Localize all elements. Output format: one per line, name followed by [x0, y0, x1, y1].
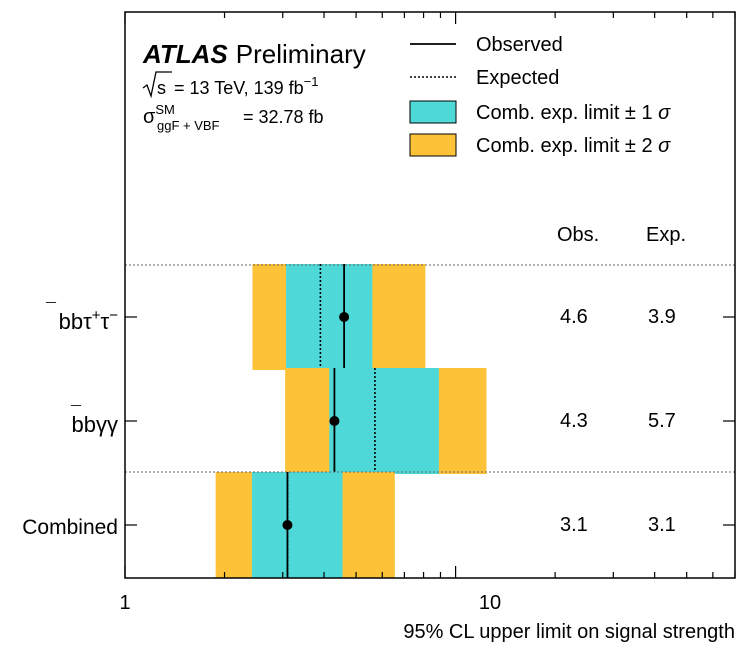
svg-text:s: s — [157, 78, 166, 98]
atlas-label: ATLAS Preliminary — [142, 39, 366, 69]
exp-value-bbgammagamma: 5.7 — [648, 410, 676, 432]
legend-band2-label: Comb. exp. limit ± 2 σ — [476, 135, 671, 157]
energy-lumi-label: s = 13 TeV, 139 fb−1 — [142, 71, 318, 99]
header-exp: Exp. — [646, 224, 686, 246]
exp-value-bbtautau: 3.9 — [648, 306, 676, 328]
plot-marks — [215, 264, 487, 578]
row-2-observed-point — [282, 520, 293, 530]
row-0-observed-point — [339, 312, 350, 322]
sigma-sm-subscript: ggF + VBF — [157, 118, 220, 133]
row-label-combined: Combined — [22, 516, 118, 539]
legend-band1-label: Comb. exp. limit ± 1 σ — [476, 102, 671, 124]
x-tick-label-1: 1 — [119, 592, 130, 614]
obs-value-bbgammagamma: 4.3 — [560, 410, 588, 432]
legend: Observed Expected Comb. exp. limit ± 1 σ… — [409, 34, 671, 157]
x-tick-label-10: 10 — [479, 592, 501, 614]
row-0-band-1sigma — [286, 264, 373, 370]
legend-expected-label: Expected — [476, 67, 559, 89]
legend-band2-swatch — [409, 133, 457, 157]
x-axis-label: 95% CL upper limit on signal strength — [403, 621, 735, 643]
legend-band1-swatch — [409, 100, 457, 124]
obs-value-bbtautau: 4.6 — [560, 306, 588, 328]
row-2-band-1sigma — [251, 472, 343, 578]
row-label-bbtautau: bbτ+τ− — [59, 307, 119, 334]
legend-observed-label: Observed — [476, 34, 563, 56]
plot-frame — [124, 11, 736, 579]
obs-value-combined: 3.1 — [560, 514, 588, 536]
sigma-sm-label: σSM — [143, 102, 175, 128]
row-1-observed-point — [329, 416, 340, 426]
row-label-bbtautau-bar: ¯ — [45, 300, 57, 320]
row-label-bbgammagamma: bbγγ — [72, 412, 118, 437]
axis-ticks — [124, 12, 736, 578]
header-obs: Obs. — [557, 224, 599, 246]
row-label-bbgammagamma-bar: ¯ — [70, 403, 82, 423]
row-1-band-1sigma — [329, 368, 439, 474]
exp-value-combined: 3.1 — [648, 514, 676, 536]
svg-text:= 13 TeV, 139 fb−1: = 13 TeV, 139 fb−1 — [174, 74, 318, 98]
sigma-sm-value: = 32.78 fb — [243, 107, 324, 127]
